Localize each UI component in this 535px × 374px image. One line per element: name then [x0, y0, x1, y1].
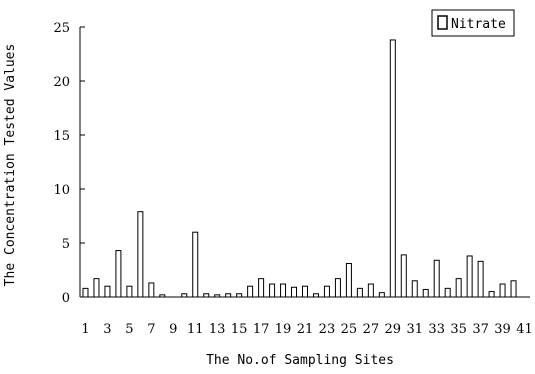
bar-site-16	[247, 285, 254, 298]
x-tick-label: 17	[253, 322, 270, 337]
x-axis-tick-labels: 1 3 5 7 9 11 13 15 17 19 21 23 25 27 29 31 33 35 37 39 41	[81, 322, 532, 337]
bar-site-27	[367, 283, 374, 298]
x-tick-label: 39	[494, 322, 511, 337]
x-tick-label: 31	[406, 322, 423, 337]
x-tick-label: 27	[363, 322, 380, 337]
bar-site-26	[356, 287, 363, 298]
x-tick-label: 21	[297, 322, 314, 337]
x-tick-label: 5	[125, 322, 133, 337]
bar-site-4	[115, 250, 122, 298]
bar-site-30	[400, 254, 407, 298]
y-axis-ticks: 0 5 10 15 20 25	[53, 21, 85, 306]
y-tick-label: 15	[53, 129, 70, 144]
bar-site-1	[82, 287, 89, 298]
bar-site-2	[93, 278, 100, 298]
bar-site-11	[192, 231, 199, 298]
bar-site-17	[258, 278, 265, 298]
bar-site-23	[323, 285, 330, 298]
x-tick-label: 13	[209, 322, 226, 337]
bar-site-5	[126, 285, 133, 298]
x-tick-label: 7	[147, 322, 155, 337]
x-axis-title: The No.of Sampling Sites	[206, 353, 394, 368]
x-tick-label: 19	[275, 322, 292, 337]
bars	[82, 39, 517, 298]
x-tick-label: 37	[472, 322, 489, 337]
x-tick-label: 1	[81, 322, 89, 337]
bar-site-32	[422, 288, 429, 298]
bar-site-29	[389, 39, 396, 298]
x-tick-label: 25	[341, 322, 358, 337]
x-tick-label: 35	[450, 322, 467, 337]
bar-site-7	[148, 282, 155, 298]
x-tick-label: 23	[319, 322, 336, 337]
y-tick-label: 5	[62, 237, 70, 252]
x-tick-label: 15	[231, 322, 248, 337]
x-tick-label: 9	[169, 322, 177, 337]
x-tick-label: 33	[428, 322, 445, 337]
bar-site-18	[269, 283, 276, 298]
bar-site-37	[477, 260, 484, 298]
bar-site-25	[345, 263, 352, 298]
bar-site-39	[499, 283, 506, 298]
bar-site-28	[378, 292, 385, 298]
y-tick-label: 10	[53, 183, 70, 198]
bar-site-6	[137, 211, 144, 298]
bar-site-33	[433, 259, 440, 298]
y-axis-title: The Concentration Tested Values	[3, 44, 18, 287]
bar-site-31	[411, 280, 418, 298]
y-tick-label: 20	[53, 75, 70, 90]
bar-site-20	[291, 286, 298, 298]
y-tick-label: 25	[53, 21, 70, 36]
bar-site-24	[334, 278, 341, 298]
legend-label: Nitrate	[451, 17, 506, 32]
legend: Nitrate	[431, 9, 515, 37]
bar-site-21	[302, 285, 308, 298]
bar-site-38	[488, 291, 495, 298]
x-tick-label: 41	[516, 322, 533, 337]
x-tick-label: 11	[187, 322, 204, 337]
bar-site-34	[444, 287, 451, 298]
bar-site-3	[104, 285, 111, 298]
legend-swatch	[437, 15, 448, 30]
x-tick-label: 29	[385, 322, 402, 337]
bar-site-35	[455, 278, 462, 298]
x-tick-label: 3	[103, 322, 111, 337]
y-tick-label: 0	[62, 291, 70, 306]
bar-site-19	[280, 283, 287, 298]
bar-site-36	[466, 255, 473, 298]
bar-site-40	[510, 280, 517, 298]
